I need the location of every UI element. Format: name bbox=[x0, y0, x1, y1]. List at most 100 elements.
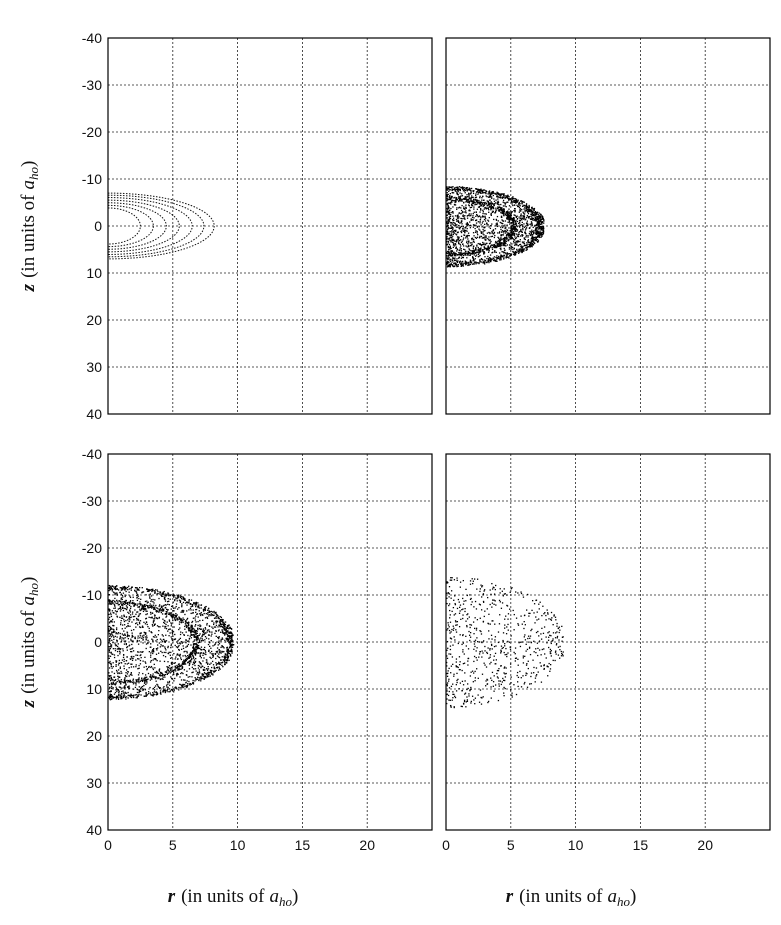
data-point bbox=[457, 189, 459, 191]
data-point bbox=[471, 251, 474, 254]
data-point bbox=[468, 225, 470, 227]
data-point bbox=[141, 626, 144, 628]
data-point bbox=[169, 594, 171, 597]
data-point bbox=[187, 622, 189, 625]
data-point bbox=[457, 220, 460, 223]
data-point bbox=[448, 264, 450, 267]
data-point bbox=[111, 698, 113, 700]
data-point bbox=[120, 681, 123, 683]
data-point bbox=[462, 226, 464, 228]
data-point bbox=[152, 598, 154, 601]
data-point bbox=[472, 213, 474, 215]
data-point bbox=[476, 202, 479, 204]
data-point bbox=[453, 232, 456, 234]
data-point bbox=[182, 601, 185, 604]
data-point bbox=[516, 235, 518, 237]
data-point bbox=[515, 202, 517, 204]
data-point bbox=[185, 620, 187, 622]
data-point bbox=[481, 203, 484, 205]
data-point bbox=[153, 590, 156, 592]
data-point bbox=[123, 693, 125, 695]
data-point bbox=[214, 670, 216, 672]
data-point bbox=[114, 648, 116, 650]
data-point bbox=[193, 630, 195, 632]
data-point bbox=[484, 239, 487, 241]
data-point bbox=[500, 259, 502, 261]
data-point bbox=[500, 257, 502, 259]
data-point bbox=[465, 210, 467, 212]
data-point bbox=[143, 634, 145, 636]
data-point bbox=[147, 601, 149, 603]
data-point bbox=[135, 680, 138, 683]
data-point bbox=[114, 631, 116, 633]
data-point bbox=[508, 205, 511, 207]
data-point bbox=[469, 227, 472, 229]
data-point bbox=[176, 672, 178, 675]
data-point bbox=[189, 635, 191, 637]
data-point bbox=[508, 219, 510, 221]
data-point bbox=[456, 214, 459, 217]
data-point bbox=[468, 188, 470, 191]
data-point bbox=[217, 661, 220, 663]
data-point bbox=[500, 242, 503, 245]
data-point bbox=[154, 636, 156, 638]
data-point bbox=[202, 665, 204, 668]
data-point bbox=[191, 612, 194, 614]
data-point bbox=[149, 589, 151, 591]
data-point bbox=[207, 673, 209, 675]
data-point bbox=[142, 688, 144, 690]
data-point bbox=[514, 198, 517, 200]
data-point bbox=[510, 245, 513, 247]
data-point bbox=[141, 604, 143, 606]
data-point bbox=[447, 223, 449, 225]
data-point bbox=[224, 628, 226, 631]
contour-ring bbox=[107, 192, 215, 260]
data-point bbox=[519, 200, 522, 202]
data-point bbox=[460, 207, 462, 209]
data-point bbox=[472, 239, 475, 241]
data-point bbox=[115, 696, 117, 699]
data-point bbox=[109, 696, 111, 698]
data-point bbox=[108, 618, 110, 620]
data-point bbox=[525, 246, 527, 249]
data-point bbox=[525, 207, 528, 209]
data-point bbox=[161, 651, 163, 654]
data-point bbox=[153, 624, 156, 626]
data-point bbox=[130, 672, 132, 674]
data-point bbox=[228, 659, 230, 661]
data-point bbox=[533, 231, 535, 234]
data-point bbox=[182, 686, 184, 688]
data-point bbox=[193, 639, 196, 641]
data-point bbox=[138, 678, 140, 681]
data-point bbox=[461, 204, 463, 207]
data-point bbox=[474, 201, 476, 204]
data-point bbox=[168, 595, 170, 597]
data-point bbox=[120, 662, 123, 664]
data-point bbox=[127, 634, 129, 637]
data-point bbox=[470, 206, 473, 209]
data-point bbox=[505, 245, 507, 247]
data-point bbox=[470, 191, 472, 193]
data-point bbox=[173, 638, 176, 641]
data-point bbox=[455, 252, 457, 255]
data-point bbox=[524, 207, 526, 209]
data-point bbox=[497, 257, 500, 259]
data-point bbox=[221, 637, 223, 639]
data-point bbox=[174, 686, 176, 689]
data-point bbox=[199, 613, 202, 615]
data-point bbox=[162, 621, 165, 624]
data-point bbox=[132, 647, 134, 649]
data-point bbox=[228, 642, 230, 644]
data-point bbox=[502, 214, 505, 216]
data-point bbox=[176, 608, 179, 610]
data-point bbox=[482, 243, 484, 246]
data-point bbox=[196, 630, 198, 632]
data-point bbox=[182, 672, 184, 675]
data-point bbox=[488, 202, 490, 204]
data-point bbox=[159, 638, 162, 640]
data-point bbox=[205, 662, 208, 664]
data-point bbox=[519, 226, 521, 228]
data-point bbox=[494, 234, 496, 237]
data-point bbox=[457, 265, 459, 267]
data-point bbox=[495, 218, 497, 221]
